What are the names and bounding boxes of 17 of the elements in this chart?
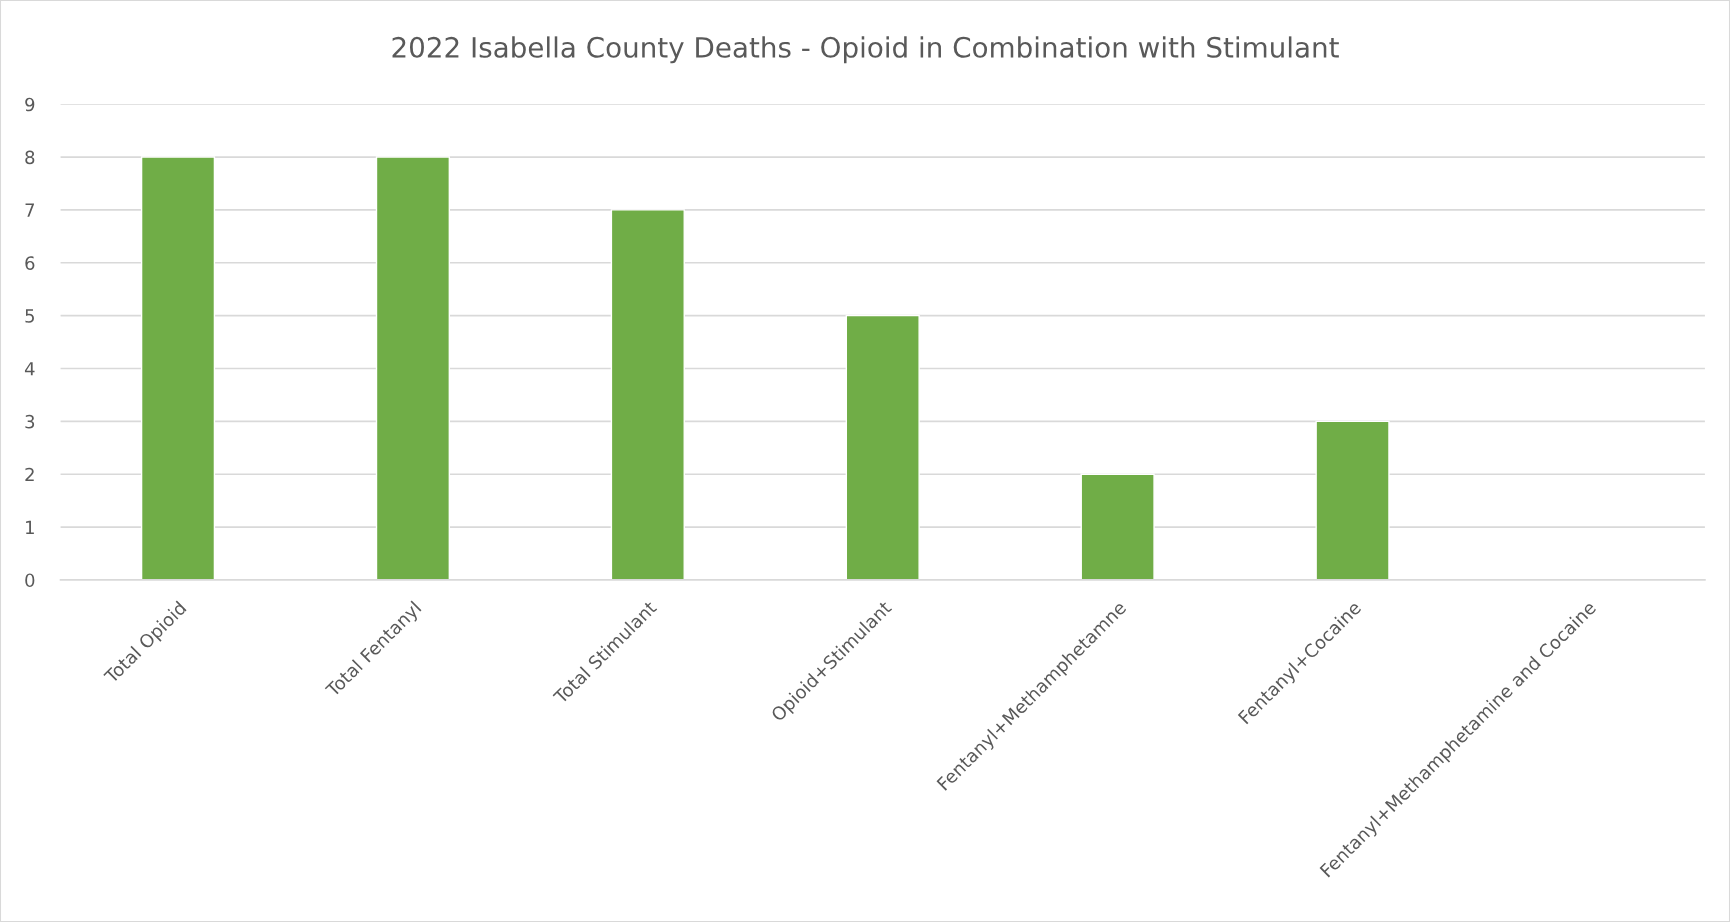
y-tick-label: 3 <box>25 414 35 429</box>
chart-title: 2022 Isabella County Deaths - Opioid in Combination with Stimulant <box>392 36 1339 64</box>
bar <box>375 156 451 580</box>
y-tick-label: 8 <box>25 150 35 165</box>
y-tick-label: 5 <box>25 309 34 323</box>
y-tick-label: 1 <box>26 520 34 534</box>
y-tick-label: 6 <box>25 256 35 270</box>
y-tick-label: 7 <box>25 203 35 217</box>
bar <box>1315 420 1390 580</box>
y-tick-label: 4 <box>24 362 35 376</box>
y-tick-label: 2 <box>25 467 34 482</box>
bar <box>610 209 685 580</box>
bar <box>1080 473 1155 580</box>
y-tick-label: 9 <box>25 97 35 112</box>
y-tick-label: 0 <box>25 573 35 588</box>
bar <box>140 156 216 580</box>
bar <box>845 314 920 580</box>
